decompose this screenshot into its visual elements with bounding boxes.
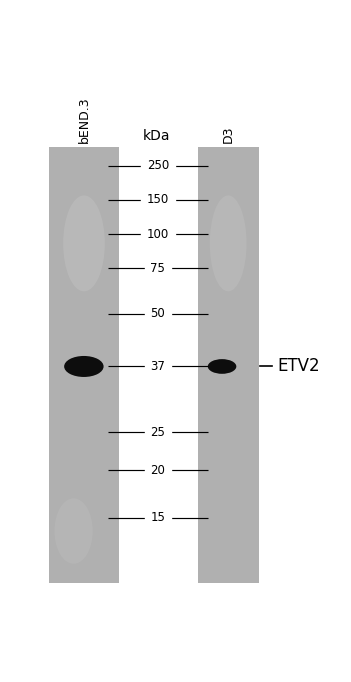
Text: 37: 37 [151, 360, 165, 373]
Text: 20: 20 [151, 464, 165, 477]
Text: 15: 15 [151, 512, 165, 524]
Ellipse shape [208, 359, 236, 374]
Text: 75: 75 [151, 262, 165, 275]
Text: bEND.3: bEND.3 [78, 97, 91, 143]
Ellipse shape [210, 196, 246, 291]
Text: ETV2: ETV2 [278, 357, 320, 376]
Text: 50: 50 [151, 308, 165, 321]
Text: kDa: kDa [143, 130, 171, 143]
Text: D3: D3 [222, 125, 235, 143]
Bar [198, 147, 259, 583]
Ellipse shape [63, 196, 105, 291]
Text: 25: 25 [151, 426, 165, 439]
Bar [49, 147, 119, 583]
Ellipse shape [54, 499, 93, 564]
Ellipse shape [64, 356, 104, 377]
Text: 100: 100 [147, 228, 169, 241]
Text: 150: 150 [147, 194, 169, 207]
Text: 250: 250 [147, 160, 169, 173]
